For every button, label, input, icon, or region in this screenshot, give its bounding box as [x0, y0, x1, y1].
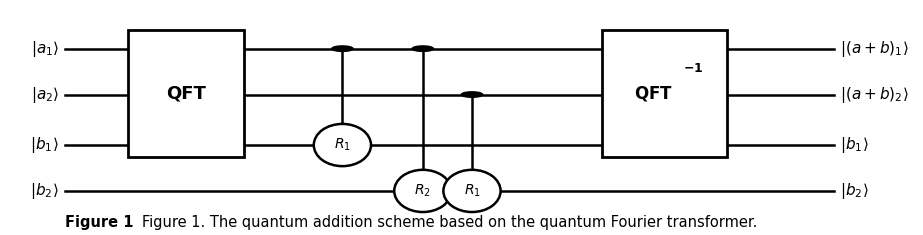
Text: $|b_2\rangle$: $|b_2\rangle$	[840, 181, 869, 201]
Text: $\mathbf{-1}$: $\mathbf{-1}$	[683, 62, 704, 75]
Circle shape	[412, 46, 434, 51]
Text: $|b_1\rangle$: $|b_1\rangle$	[840, 135, 869, 155]
Text: $|a_2\rangle$: $|a_2\rangle$	[30, 85, 59, 105]
Text: $|b_2\rangle$: $|b_2\rangle$	[30, 181, 59, 201]
Ellipse shape	[394, 170, 451, 212]
Text: Figure 1. The quantum addition scheme based on the quantum Fourier transformer.: Figure 1. The quantum addition scheme ba…	[142, 215, 758, 230]
FancyBboxPatch shape	[602, 30, 726, 157]
Text: $R_1$: $R_1$	[463, 183, 481, 199]
Text: $|(a+b)_2\rangle$: $|(a+b)_2\rangle$	[840, 85, 909, 105]
Ellipse shape	[314, 124, 371, 166]
Text: Figure 1. The quantum addition scheme based on the quantum Fourier transformer.: Figure 1. The quantum addition scheme ba…	[142, 215, 758, 230]
Text: $|b_1\rangle$: $|b_1\rangle$	[30, 135, 59, 155]
Text: $|(a+b)_1\rangle$: $|(a+b)_1\rangle$	[840, 39, 909, 59]
Text: $\mathbf{QFT}$: $\mathbf{QFT}$	[634, 84, 673, 103]
Text: Figure 1: Figure 1	[66, 215, 134, 230]
Text: $R_2$: $R_2$	[414, 183, 431, 199]
Text: $|a_1\rangle$: $|a_1\rangle$	[30, 39, 59, 59]
Circle shape	[331, 46, 354, 51]
Text: $R_1$: $R_1$	[334, 137, 351, 153]
Circle shape	[462, 92, 483, 97]
Text: Figure 1: Figure 1	[415, 215, 484, 230]
Text: QFT: QFT	[166, 84, 206, 102]
Ellipse shape	[443, 170, 500, 212]
FancyBboxPatch shape	[128, 30, 244, 157]
